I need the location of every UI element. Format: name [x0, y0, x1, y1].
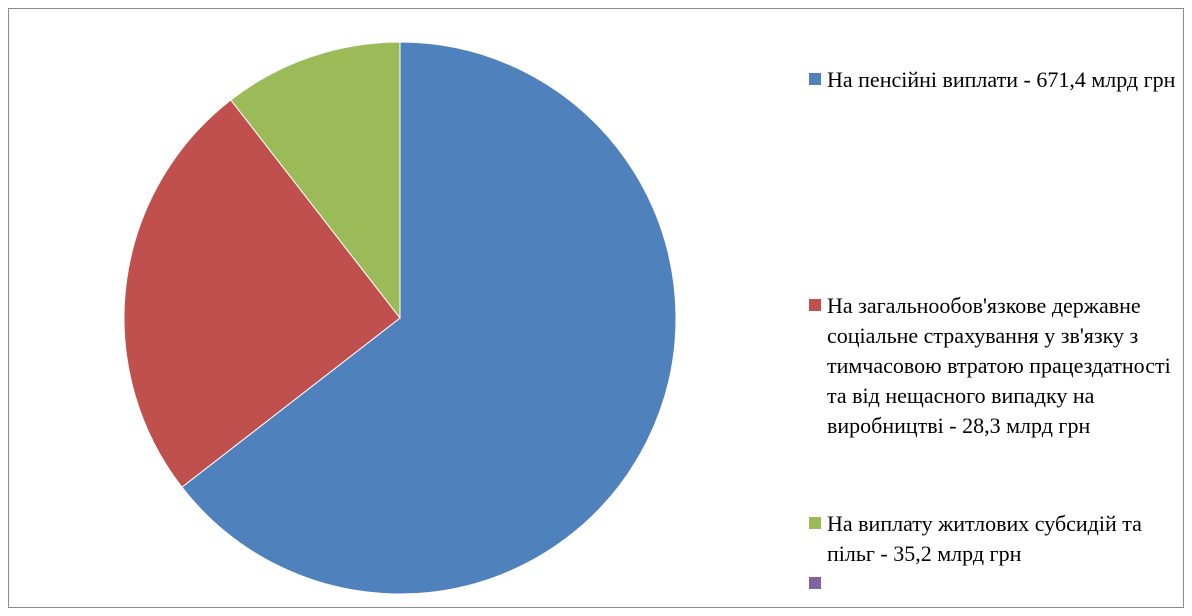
legend-item-pension: На пенсійні виплати - 671,4 млрд грн	[809, 65, 1189, 95]
chart-frame: На пенсійні виплати - 671,4 млрд грн На …	[8, 8, 1184, 608]
legend-label-social-insurance: На загальнообов'язкове державне соціальн…	[827, 293, 1171, 438]
legend-swatch-subsidies	[809, 517, 821, 529]
legend-swatch-social-insurance	[809, 299, 821, 311]
legend-label-pension: На пенсійні виплати - 671,4 млрд грн	[827, 67, 1176, 92]
legend-item-social-insurance: На загальнообов'язкове державне соціальн…	[809, 291, 1189, 441]
legend-item-subsidies: На виплату житлових субсидій та пільг - …	[809, 509, 1189, 569]
legend-label-subsidies: На виплату житлових субсидій та пільг - …	[827, 511, 1142, 566]
legend-swatch-extra	[809, 577, 821, 589]
pie-slice-pension	[181, 41, 677, 595]
pie-chart	[123, 41, 677, 595]
legend-swatch-pension	[809, 73, 821, 85]
pie-slice-social-insurance	[123, 99, 401, 488]
pie-slice-subsidies	[230, 41, 401, 320]
